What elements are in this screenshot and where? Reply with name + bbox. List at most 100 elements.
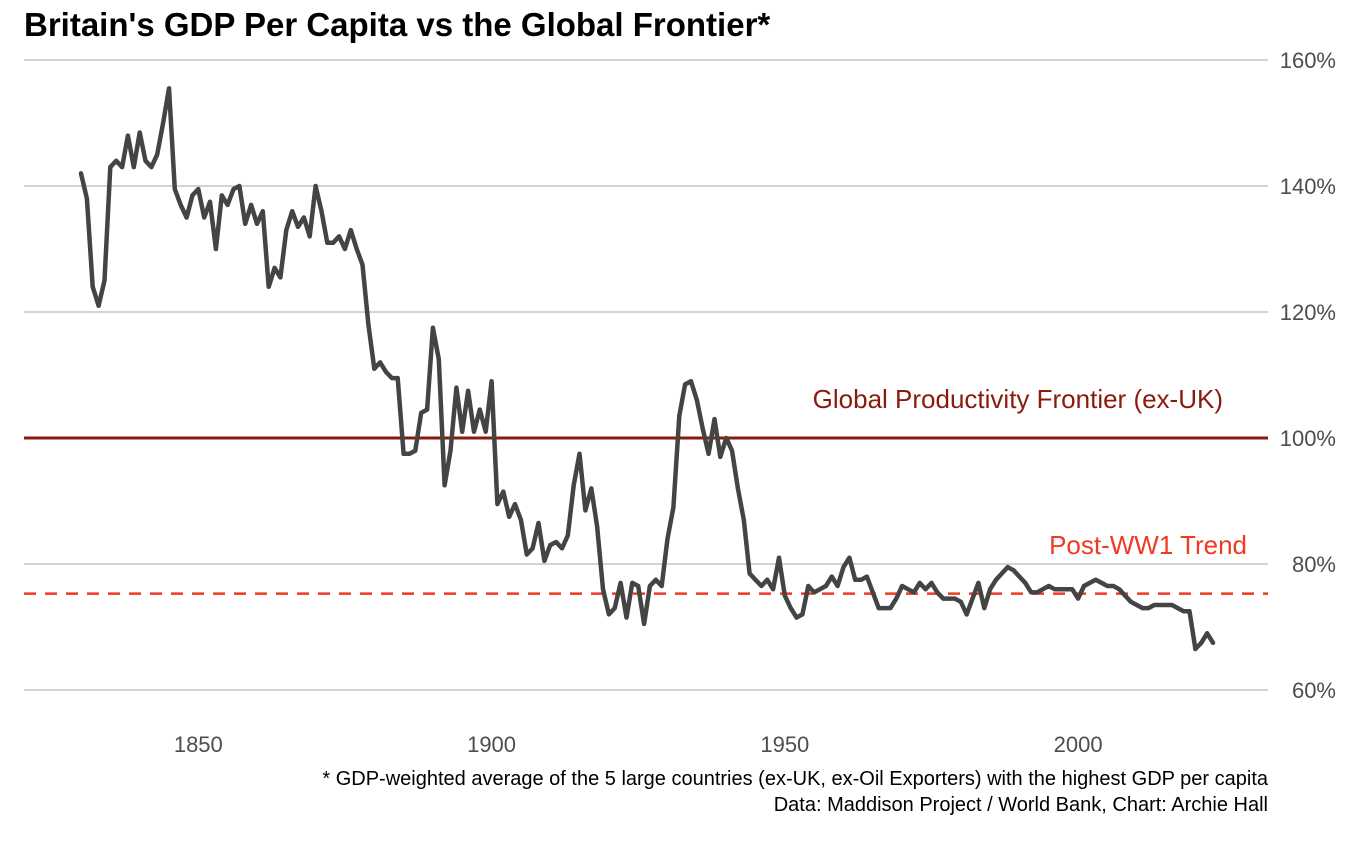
- data-point: [694, 398, 699, 403]
- frontier-label: Global Productivity Frontier (ex-UK): [813, 384, 1223, 414]
- data-point: [964, 612, 969, 617]
- data-point: [149, 165, 154, 170]
- data-point: [636, 584, 641, 588]
- data-point: [524, 552, 529, 557]
- data-point: [389, 376, 394, 381]
- y-tick-label: 80%: [1292, 552, 1336, 577]
- data-point: [489, 379, 494, 384]
- data-point: [753, 577, 758, 582]
- data-point: [1111, 584, 1116, 588]
- data-point: [859, 577, 864, 582]
- trend-label: Post-WW1 Trend: [1049, 530, 1247, 560]
- data-point: [384, 369, 388, 374]
- data-point: [917, 580, 922, 585]
- data-point: [542, 558, 547, 563]
- caption-source: Data: Maddison Project / World Bank, Cha…: [773, 794, 1268, 816]
- data-point: [172, 187, 177, 192]
- data-point: [1105, 584, 1110, 588]
- data-point: [1123, 593, 1127, 598]
- data-point: [630, 580, 635, 585]
- data-point: [1082, 584, 1086, 588]
- x-axis-labels: 1850 1900 1950 2000: [174, 732, 1103, 757]
- data-point: [436, 357, 441, 362]
- data-point: [565, 533, 570, 538]
- chart-title: Britain's GDP Per Capita vs the Global F…: [24, 6, 771, 43]
- data-point: [507, 514, 512, 519]
- data-point: [190, 193, 195, 198]
- data-point: [530, 546, 535, 551]
- data-point: [911, 590, 916, 595]
- data-point: [1211, 640, 1215, 645]
- data-point: [161, 121, 166, 125]
- data-point: [536, 521, 541, 525]
- data-point: [1011, 568, 1016, 573]
- data-point: [906, 587, 910, 592]
- data-point: [442, 483, 447, 488]
- data-point: [882, 606, 887, 611]
- data-point: [448, 448, 453, 453]
- data-point: [255, 221, 259, 226]
- data-point: [120, 165, 125, 170]
- data-point: [348, 228, 353, 233]
- data-point: [976, 580, 981, 585]
- data-point: [513, 502, 517, 507]
- data-point: [143, 158, 148, 163]
- data-point: [125, 133, 130, 138]
- y-axis-labels: 60% 80% 100% 120% 140% 160%: [1280, 48, 1336, 703]
- data-point: [870, 590, 875, 595]
- data-point: [747, 571, 752, 576]
- data-point: [518, 517, 523, 522]
- data-point: [606, 612, 611, 617]
- data-point: [982, 606, 987, 611]
- data-point: [788, 606, 793, 611]
- data-point: [331, 240, 336, 245]
- data-point: [1158, 603, 1163, 607]
- data-point: [260, 209, 265, 214]
- data-point: [1005, 565, 1010, 570]
- data-point: [1205, 631, 1210, 636]
- data-point: [1046, 584, 1051, 588]
- data-point: [1117, 587, 1122, 592]
- data-point: [1181, 609, 1186, 614]
- data-point: [735, 486, 740, 491]
- data-point: [360, 262, 365, 267]
- data-point: [155, 152, 160, 157]
- data-point: [460, 429, 465, 434]
- data-point: [213, 247, 218, 251]
- data-point: [477, 407, 482, 412]
- data-point: [958, 599, 963, 604]
- data-point: [677, 413, 682, 418]
- data-point: [847, 555, 852, 560]
- data-point: [554, 540, 559, 544]
- data-point: [354, 247, 359, 251]
- data-point: [1152, 603, 1157, 607]
- data-point: [225, 202, 230, 207]
- data-point: [231, 187, 236, 192]
- data-point: [178, 202, 183, 207]
- y-tick-label: 140%: [1280, 174, 1336, 199]
- data-point: [864, 574, 869, 579]
- x-tick-label: 2000: [1054, 732, 1103, 757]
- data-point: [718, 454, 723, 459]
- data-point: [929, 580, 934, 585]
- data-point: [1052, 587, 1057, 592]
- data-point: [876, 606, 881, 611]
- data-point: [612, 606, 617, 611]
- data-point: [196, 187, 201, 192]
- data-point: [595, 524, 600, 529]
- data-point: [114, 158, 119, 163]
- data-point: [1146, 606, 1151, 611]
- data-point: [1035, 590, 1039, 595]
- data-point: [372, 366, 377, 371]
- data-point: [237, 184, 242, 188]
- data-point: [671, 505, 676, 510]
- data-point: [401, 451, 406, 456]
- data-point: [378, 360, 383, 365]
- data-point: [894, 596, 899, 601]
- data-point: [712, 417, 717, 422]
- data-point: [313, 184, 318, 188]
- data-point: [771, 587, 776, 592]
- data-point: [184, 215, 189, 220]
- data-point: [665, 536, 670, 541]
- data-point: [1076, 596, 1081, 601]
